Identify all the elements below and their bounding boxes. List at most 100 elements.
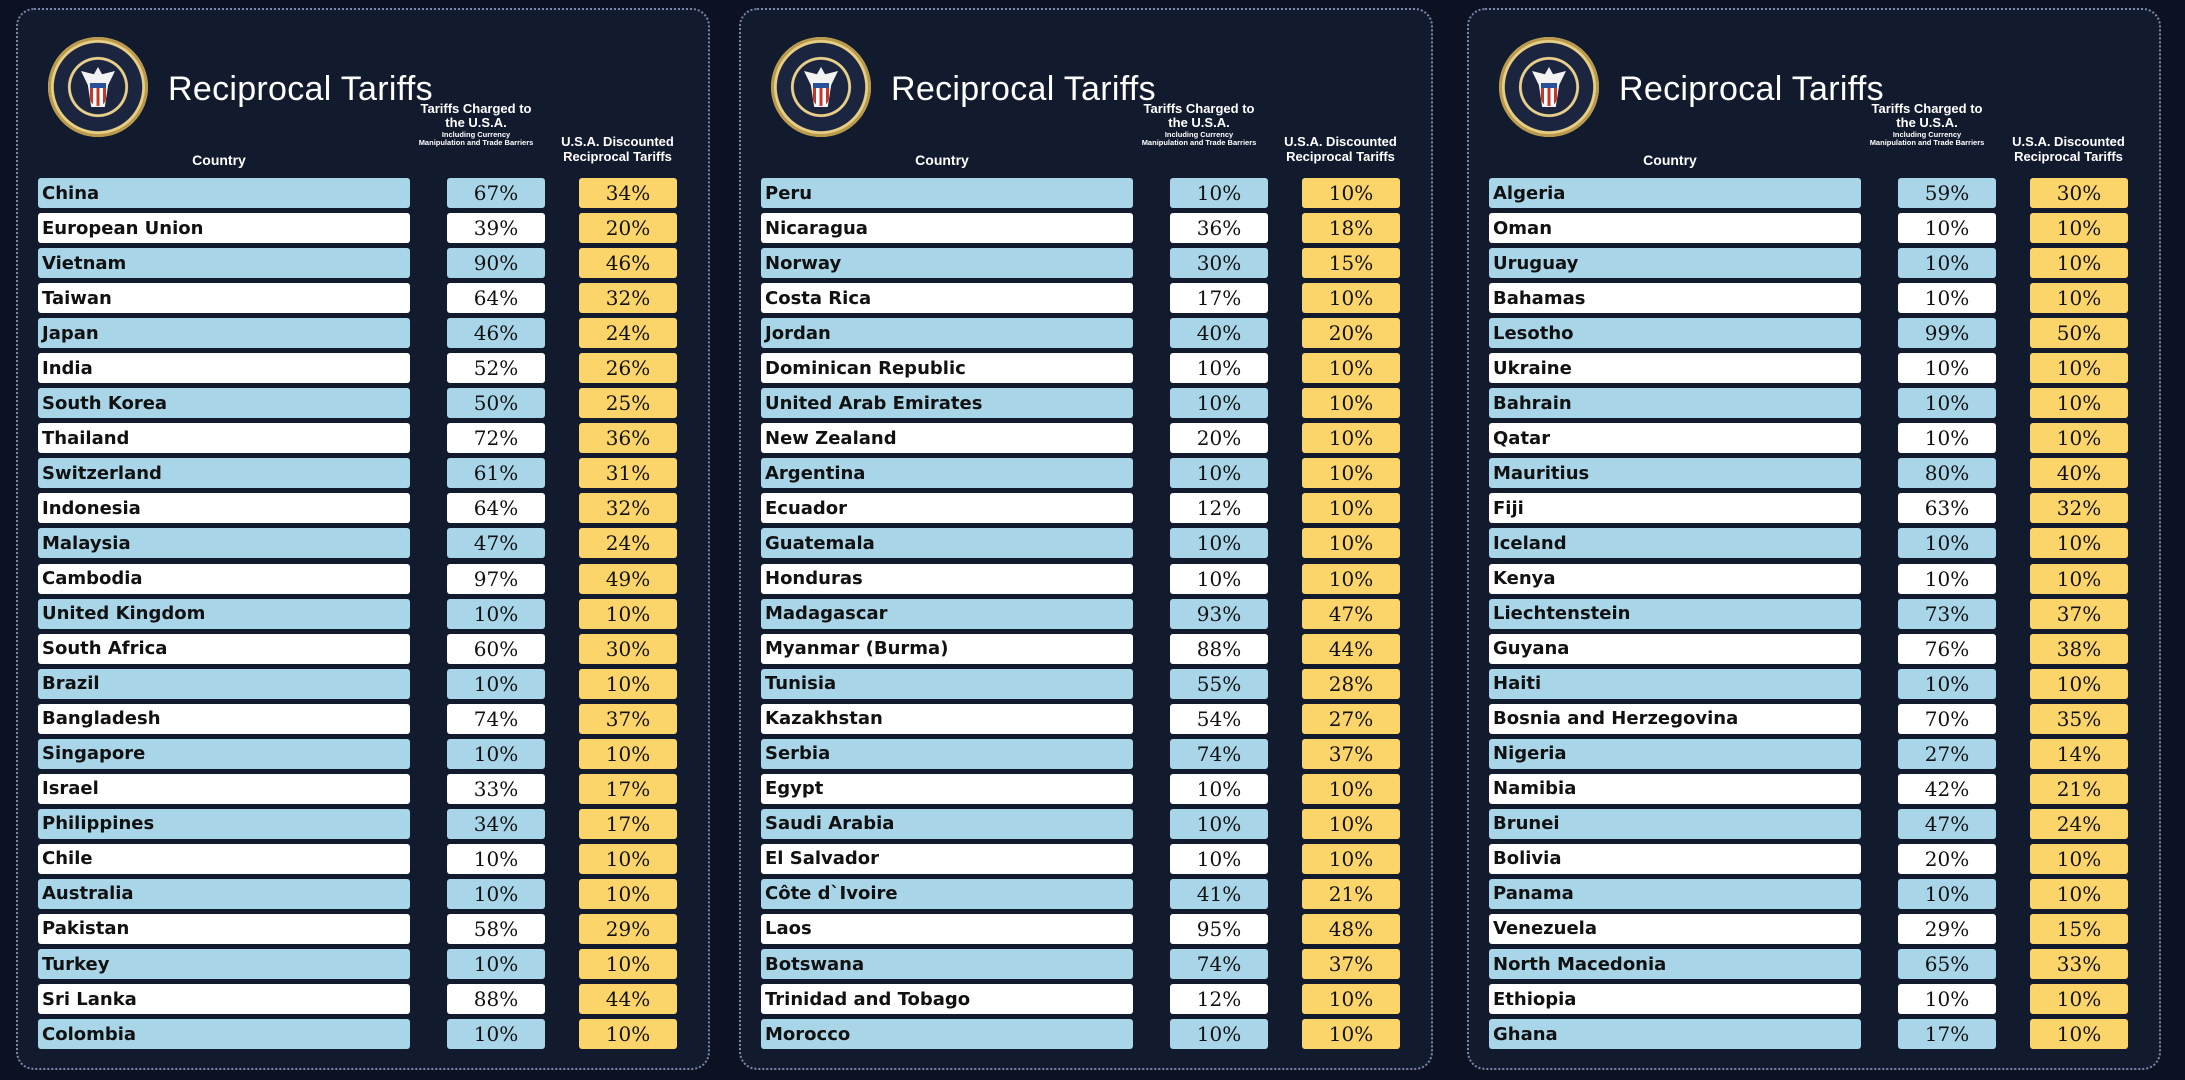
discounted-tariff-cell: 10%	[579, 843, 677, 874]
table-row: Singapore 10% 10%	[18, 738, 708, 769]
country-cell: Ecuador	[761, 493, 1133, 524]
country-cell: Oman	[1489, 213, 1861, 244]
country-cell: Costa Rica	[761, 283, 1133, 314]
discounted-tariff-cell: 27%	[1302, 703, 1400, 734]
charged-tariff-cell: 10%	[1170, 1019, 1268, 1050]
table-row: Mauritius 80% 40%	[1469, 458, 2159, 489]
charged-tariff-cell: 90%	[447, 248, 545, 279]
shield-icon	[90, 83, 106, 106]
country-cell: Brazil	[38, 668, 410, 699]
charged-tariff-cell: 10%	[1898, 984, 1996, 1015]
charged-tariff-cell: 70%	[1898, 703, 1996, 734]
country-cell: Honduras	[761, 563, 1133, 594]
table-row: New Zealand 20% 10%	[741, 423, 1431, 454]
country-cell: Chile	[38, 843, 410, 874]
country-cell: Indonesia	[38, 493, 410, 524]
table-row: Pakistan 58% 29%	[18, 913, 708, 944]
table-row: North Macedonia 65% 33%	[1469, 949, 2159, 980]
country-cell: Bangladesh	[38, 703, 410, 734]
country-cell: Tunisia	[761, 668, 1133, 699]
country-cell: Uruguay	[1489, 248, 1861, 279]
charged-tariff-cell: 12%	[1170, 493, 1268, 524]
table-row: Argentina 10% 10%	[741, 458, 1431, 489]
table-row: South Africa 60% 30%	[18, 633, 708, 664]
country-cell: Cambodia	[38, 563, 410, 594]
table-row: Japan 46% 24%	[18, 318, 708, 349]
table-row: Peru 10% 10%	[741, 178, 1431, 208]
discounted-tariff-cell: 10%	[1302, 458, 1400, 489]
charged-tariff-cell: 10%	[1898, 213, 1996, 244]
discounted-tariff-cell: 10%	[2030, 878, 2128, 909]
country-cell: Ukraine	[1489, 353, 1861, 384]
table-row: Philippines 34% 17%	[18, 808, 708, 839]
country-cell: Colombia	[38, 1019, 410, 1050]
country-cell: Trinidad and Tobago	[761, 984, 1133, 1015]
table-row: Serbia 74% 37%	[741, 738, 1431, 769]
discounted-tariff-cell: 37%	[2030, 598, 2128, 629]
discounted-tariff-cell: 48%	[1302, 913, 1400, 944]
charged-tariff-cell: 99%	[1898, 318, 1996, 349]
charged-header-main: Tariffs Charged to the U.S.A.	[1871, 101, 1983, 130]
charged-tariff-cell: 30%	[1170, 248, 1268, 279]
table-row: Ecuador 12% 10%	[741, 493, 1431, 524]
charged-tariff-cell: 10%	[447, 1019, 545, 1050]
country-cell: Venezuela	[1489, 913, 1861, 944]
charged-tariff-cell: 17%	[1170, 283, 1268, 314]
charged-tariff-cell: 47%	[447, 528, 545, 559]
charged-tariff-cell: 36%	[1170, 213, 1268, 244]
charged-tariff-cell: 10%	[1898, 528, 1996, 559]
table-row: Panama 10% 10%	[1469, 878, 2159, 909]
charged-tariff-cell: 10%	[1898, 388, 1996, 419]
table-row: Haiti 10% 10%	[1469, 668, 2159, 699]
charged-header-sub: Including Currency Manipulation and Trad…	[418, 130, 534, 148]
discounted-tariff-cell: 24%	[579, 318, 677, 349]
discounted-tariff-cell: 31%	[579, 458, 677, 489]
table-row: Turkey 10% 10%	[18, 949, 708, 980]
discounted-tariff-cell: 10%	[579, 738, 677, 769]
charged-tariff-cell: 34%	[447, 808, 545, 839]
charged-tariff-cell: 10%	[1170, 773, 1268, 804]
charged-tariff-cell: 76%	[1898, 633, 1996, 664]
country-cell: Iceland	[1489, 528, 1861, 559]
country-cell: Philippines	[38, 808, 410, 839]
table-row: Morocco 10% 10%	[741, 1019, 1431, 1050]
tariff-panel-3: Reciprocal Tariffs Country Tariffs Charg…	[1467, 8, 2161, 1070]
discounted-tariff-cell: 10%	[1302, 178, 1400, 208]
country-cell: Ghana	[1489, 1019, 1861, 1050]
table-row: Bahrain 10% 10%	[1469, 388, 2159, 419]
tariff-panel-1: Reciprocal Tariffs Country Tariffs Charg…	[16, 8, 710, 1070]
table-row: Bangladesh 74% 37%	[18, 703, 708, 734]
discounted-tariff-cell: 10%	[1302, 563, 1400, 594]
table-row: Vietnam 90% 46%	[18, 248, 708, 279]
discounted-tariff-cell: 49%	[579, 563, 677, 594]
discounted-column-header: U.S.A. Discounted Reciprocal Tariffs	[1284, 134, 1397, 164]
country-cell: Turkey	[38, 949, 410, 980]
country-cell: Serbia	[761, 738, 1133, 769]
discounted-tariff-cell: 21%	[1302, 878, 1400, 909]
table-row: Taiwan 64% 32%	[18, 283, 708, 314]
discounted-tariff-cell: 37%	[1302, 738, 1400, 769]
charged-tariff-cell: 67%	[447, 178, 545, 208]
discounted-tariff-cell: 24%	[579, 528, 677, 559]
table-row: Brazil 10% 10%	[18, 668, 708, 699]
country-cell: Switzerland	[38, 458, 410, 489]
country-column-header: Country	[1643, 152, 1697, 168]
table-row: Malaysia 47% 24%	[18, 528, 708, 559]
charged-tariff-cell: 88%	[1170, 633, 1268, 664]
charged-tariff-cell: 95%	[1170, 913, 1268, 944]
country-cell: Bolivia	[1489, 843, 1861, 874]
country-cell: Argentina	[761, 458, 1133, 489]
charged-tariff-cell: 10%	[1170, 388, 1268, 419]
charged-tariff-cell: 63%	[1898, 493, 1996, 524]
discounted-tariff-cell: 38%	[2030, 633, 2128, 664]
country-cell: Nigeria	[1489, 738, 1861, 769]
table-row: Sri Lanka 88% 44%	[18, 984, 708, 1015]
table-row: Liechtenstein 73% 37%	[1469, 598, 2159, 629]
discounted-tariff-cell: 15%	[2030, 913, 2128, 944]
country-cell: Myanmar (Burma)	[761, 633, 1133, 664]
discounted-tariff-cell: 17%	[579, 808, 677, 839]
discounted-tariff-cell: 10%	[1302, 528, 1400, 559]
charged-tariff-cell: 88%	[447, 984, 545, 1015]
discounted-tariff-cell: 26%	[579, 353, 677, 384]
country-cell: Algeria	[1489, 178, 1861, 208]
